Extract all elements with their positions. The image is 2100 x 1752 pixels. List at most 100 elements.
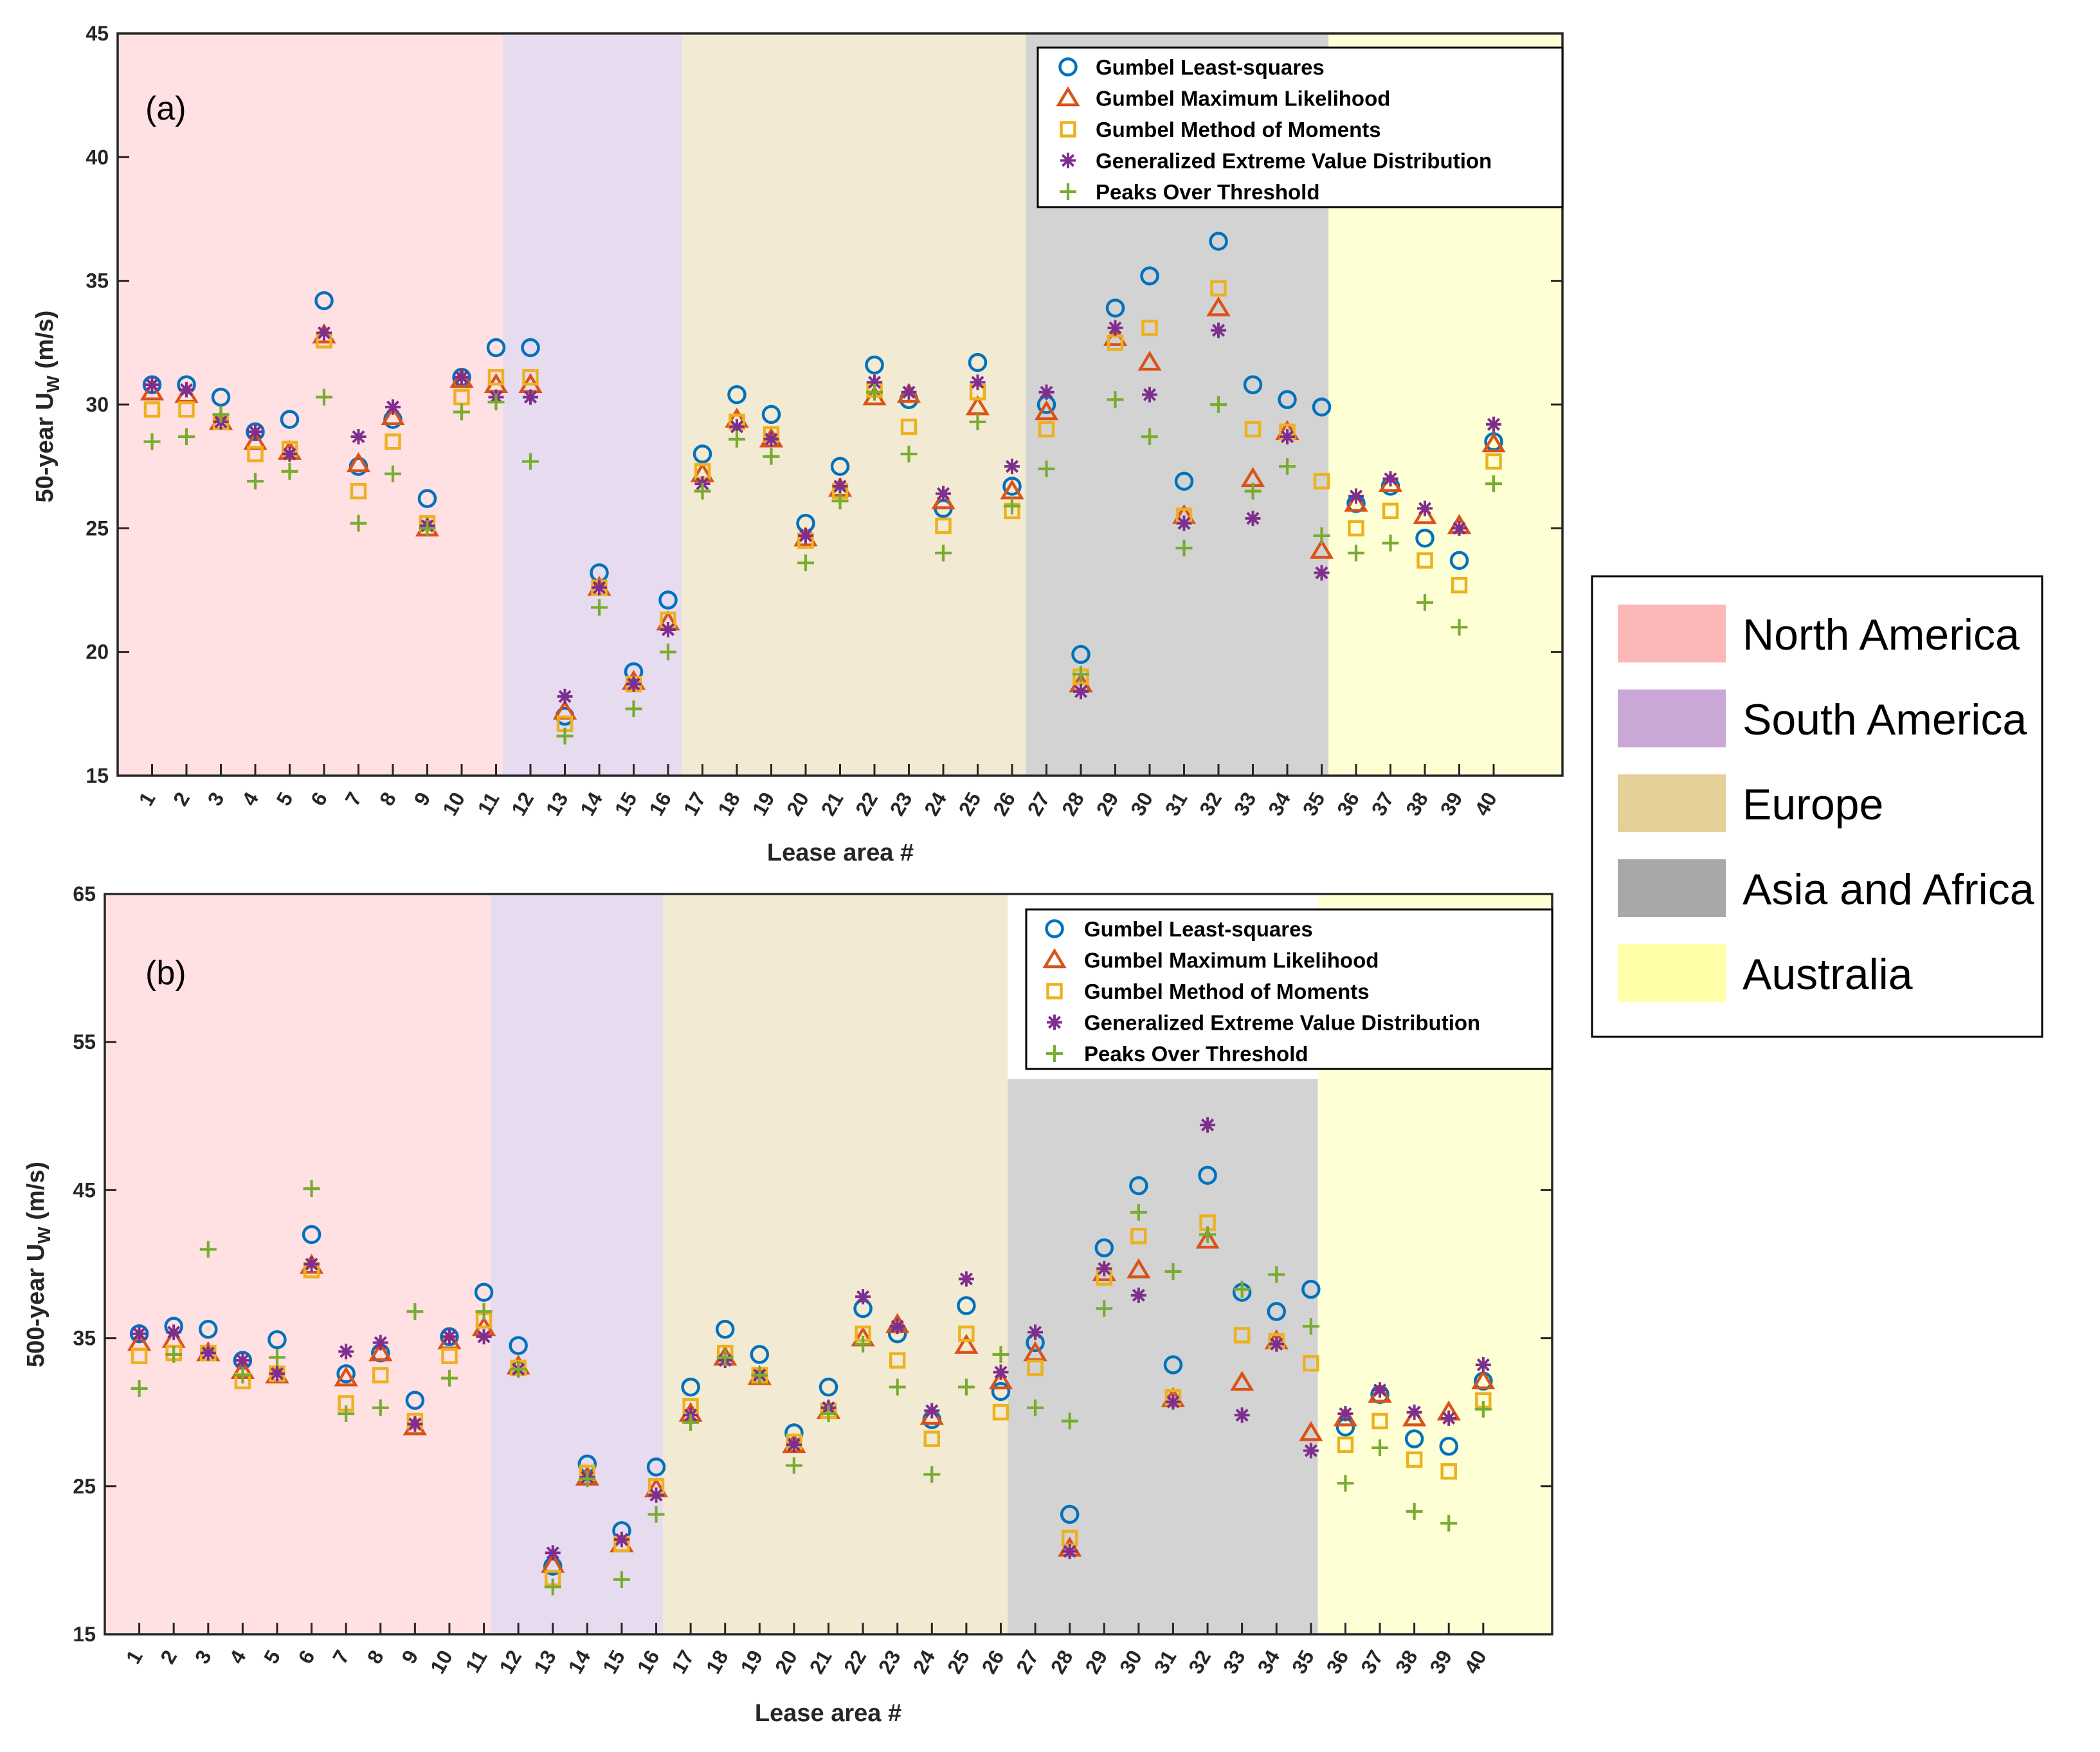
point-plus-lease-30	[1141, 428, 1158, 446]
panel-a-y-axis-subscript: W	[43, 375, 63, 392]
point-asterisk-lease-12	[523, 389, 538, 405]
point-circle-lease-30	[1129, 1176, 1148, 1196]
x-tick-label: 5	[271, 789, 297, 810]
point-plus-lease-11	[475, 1303, 493, 1320]
point-asterisk-lease-10	[454, 369, 469, 385]
point-circle-lease-34	[1278, 390, 1297, 410]
point-plus-lease-23	[900, 445, 918, 462]
legend-entry-label: Gumbel Method of Moments	[1096, 118, 1381, 141]
x-tick-label: 40	[1470, 789, 1501, 820]
point-square-lease-7	[350, 482, 367, 500]
point-asterisk-lease-24	[936, 486, 951, 502]
point-square-lease-36	[1348, 520, 1364, 537]
x-tick-label: 8	[363, 1647, 388, 1668]
x-tick-label: 31	[1161, 789, 1192, 820]
point-asterisk-lease-15	[626, 676, 642, 692]
legend-box	[1036, 46, 1564, 208]
x-tick-label: 7	[340, 789, 366, 810]
point-square-lease-37	[1371, 1412, 1388, 1430]
x-tick-label: 21	[817, 789, 848, 820]
x-tick-label: 40	[1460, 1647, 1491, 1678]
point-plus-lease-9	[406, 1303, 424, 1320]
point-triangle-lease-8	[368, 1341, 393, 1362]
legend-marker-triangle	[1056, 86, 1080, 107]
point-plus-lease-12	[510, 1360, 527, 1378]
panel-b-data-marks	[127, 1117, 1496, 1596]
point-plus-lease-26	[1004, 497, 1020, 515]
panel-b-y-axis-subscript: W	[34, 1227, 54, 1244]
x-tick-label: 37	[1367, 789, 1398, 820]
point-circle-lease-12	[509, 1336, 528, 1355]
point-plus-lease-11	[487, 394, 505, 411]
point-asterisk-lease-8	[385, 399, 401, 415]
region-bg-europe	[663, 894, 1008, 1634]
point-circle-lease-6	[302, 1225, 321, 1245]
point-plus-lease-37	[1382, 534, 1399, 552]
point-plus-lease-5	[281, 462, 298, 480]
point-triangle-lease-8	[381, 405, 405, 425]
x-tick-label: 23	[885, 789, 917, 820]
point-plus-lease-39	[1440, 1515, 1458, 1532]
panel-a-y-axis-title: 50-year UW (m/s)	[32, 311, 63, 503]
x-tick-label: 29	[1080, 1647, 1112, 1678]
point-plus-lease-16	[647, 1506, 665, 1523]
x-tick-label: 17	[679, 789, 711, 820]
x-tick-label: 35	[1287, 1647, 1319, 1678]
point-circle-lease-4	[246, 422, 265, 442]
point-plus-lease-3	[212, 406, 230, 423]
region-legend-swatch	[1618, 859, 1726, 917]
point-circle-lease-19	[761, 405, 781, 424]
point-asterisk-lease-35	[1303, 1443, 1319, 1459]
x-tick-label: 1	[134, 789, 159, 810]
point-plus-lease-10	[453, 403, 470, 421]
point-plus-lease-4	[234, 1367, 251, 1384]
point-square-lease-27	[1038, 421, 1055, 438]
region-legend-swatch	[1618, 689, 1726, 747]
x-tick-label: 36	[1332, 789, 1364, 820]
point-plus-lease-30	[1130, 1203, 1147, 1221]
point-plus-lease-32	[1199, 1226, 1217, 1243]
point-plus-lease-27	[1038, 461, 1055, 478]
y-tick-label: 65	[73, 882, 96, 906]
point-circle-lease-28	[1060, 1504, 1080, 1524]
point-asterisk-lease-29	[1107, 320, 1123, 336]
point-asterisk-lease-29	[1096, 1261, 1112, 1277]
x-tick-label: 8	[375, 789, 401, 810]
point-circle-lease-32	[1198, 1165, 1217, 1185]
x-tick-label: 13	[541, 789, 573, 820]
point-circle-lease-11	[486, 338, 506, 358]
point-square-lease-39	[1451, 577, 1468, 594]
point-plus-lease-18	[729, 430, 745, 448]
point-square-lease-1	[131, 1347, 148, 1364]
point-plus-lease-36	[1337, 1475, 1354, 1492]
point-asterisk-lease-40	[1486, 416, 1501, 432]
point-asterisk-lease-26	[1004, 459, 1020, 475]
point-asterisk-lease-34	[1280, 429, 1295, 445]
point-asterisk-lease-28	[1062, 1544, 1078, 1560]
point-plus-lease-19	[751, 1367, 768, 1384]
point-circle-lease-5	[280, 410, 300, 429]
region-legend-label: North America	[1742, 610, 2020, 659]
point-plus-lease-31	[1164, 1263, 1182, 1281]
x-tick-label: 18	[713, 789, 745, 820]
x-tick-label: 30	[1115, 1647, 1146, 1678]
point-square-lease-33	[1233, 1327, 1251, 1344]
point-asterisk-lease-32	[1211, 322, 1226, 338]
point-square-lease-36	[1337, 1436, 1354, 1454]
point-circle-lease-25	[968, 352, 988, 372]
point-triangle-lease-30	[1127, 1258, 1151, 1279]
x-tick-label: 14	[575, 788, 607, 819]
x-tick-label: 23	[874, 1647, 905, 1678]
panel-a-x-axis-title: Lease area #	[767, 839, 914, 866]
point-plus-lease-1	[131, 1380, 148, 1397]
point-plus-lease-28	[1073, 666, 1089, 683]
x-tick-label: 20	[770, 1647, 802, 1678]
point-plus-lease-15	[625, 700, 642, 718]
point-asterisk-lease-27	[1027, 1324, 1044, 1340]
point-asterisk-lease-7	[350, 429, 367, 445]
x-tick-label: 11	[461, 1647, 492, 1677]
legend-marker-asterisk	[1047, 1014, 1062, 1030]
point-square-lease-10	[441, 1347, 458, 1364]
